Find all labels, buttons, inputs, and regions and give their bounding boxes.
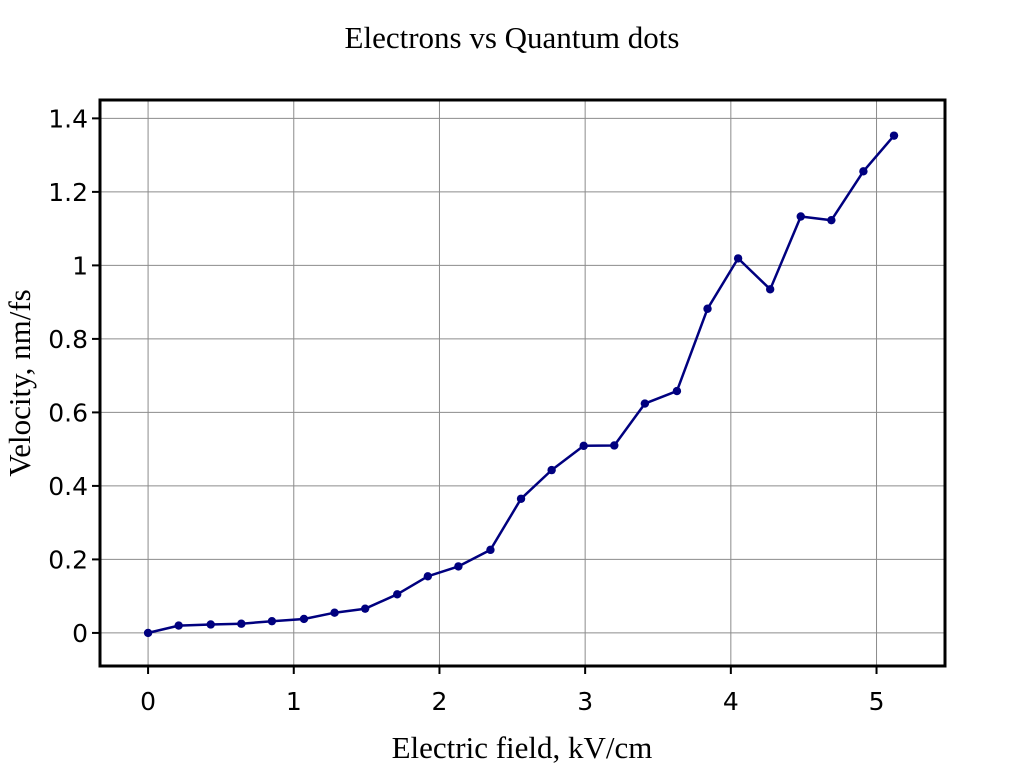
data-point [796,212,805,221]
series-layer [143,131,899,638]
x-tick-label: 0 [140,687,156,716]
data-point [486,545,495,555]
y-axis-label: Velocity, nm/fs [2,289,37,476]
data-point [859,167,868,176]
data-point [330,608,339,617]
y-tick-label: 0.4 [48,472,88,501]
x-tick-label: 1 [286,687,302,716]
data-point [703,304,712,313]
y-tick-label: 0 [72,619,88,648]
data-point [733,254,743,263]
data-point [393,590,402,599]
data-point [360,604,370,613]
x-tick-labels: 0 1 2 3 4 5 [140,687,884,716]
grid [100,100,945,666]
series-line [147,134,895,635]
x-axis-label: Electric field, kV/cm [392,730,653,765]
x-tick-label: 4 [723,687,739,716]
data-point [765,285,775,294]
data-point [640,399,650,408]
data-point [889,131,899,140]
y-tick-label: 1 [72,251,88,280]
data-point [547,465,556,475]
data-point [299,614,309,624]
axis-ticks [92,117,878,674]
y-tick-labels: 0 0.2 0.4 0.6 0.8 1 1.2 1.4 [48,104,88,648]
y-tick-label: 0.8 [48,325,88,354]
y-tick-label: 1.2 [48,178,88,207]
data-point [610,441,619,450]
y-tick-label: 1.4 [48,104,88,133]
data-point [516,494,526,503]
data-point [143,628,153,638]
data-point [454,562,463,571]
plot-frame [98,98,947,668]
y-tick-label: 0.2 [48,545,88,574]
x-tick-label: 2 [432,687,448,716]
data-point [237,619,246,628]
y-tick-label: 0.6 [48,398,88,427]
data-point [423,572,433,581]
x-tick-label: 5 [869,687,885,716]
data-point [672,386,682,396]
x-tick-label: 3 [577,687,593,716]
data-point [579,441,588,451]
data-point [267,616,277,626]
chart-title: Electrons vs Quantum dots [345,20,680,55]
data-point [174,621,183,630]
data-point [827,215,836,225]
data-point [206,620,215,629]
